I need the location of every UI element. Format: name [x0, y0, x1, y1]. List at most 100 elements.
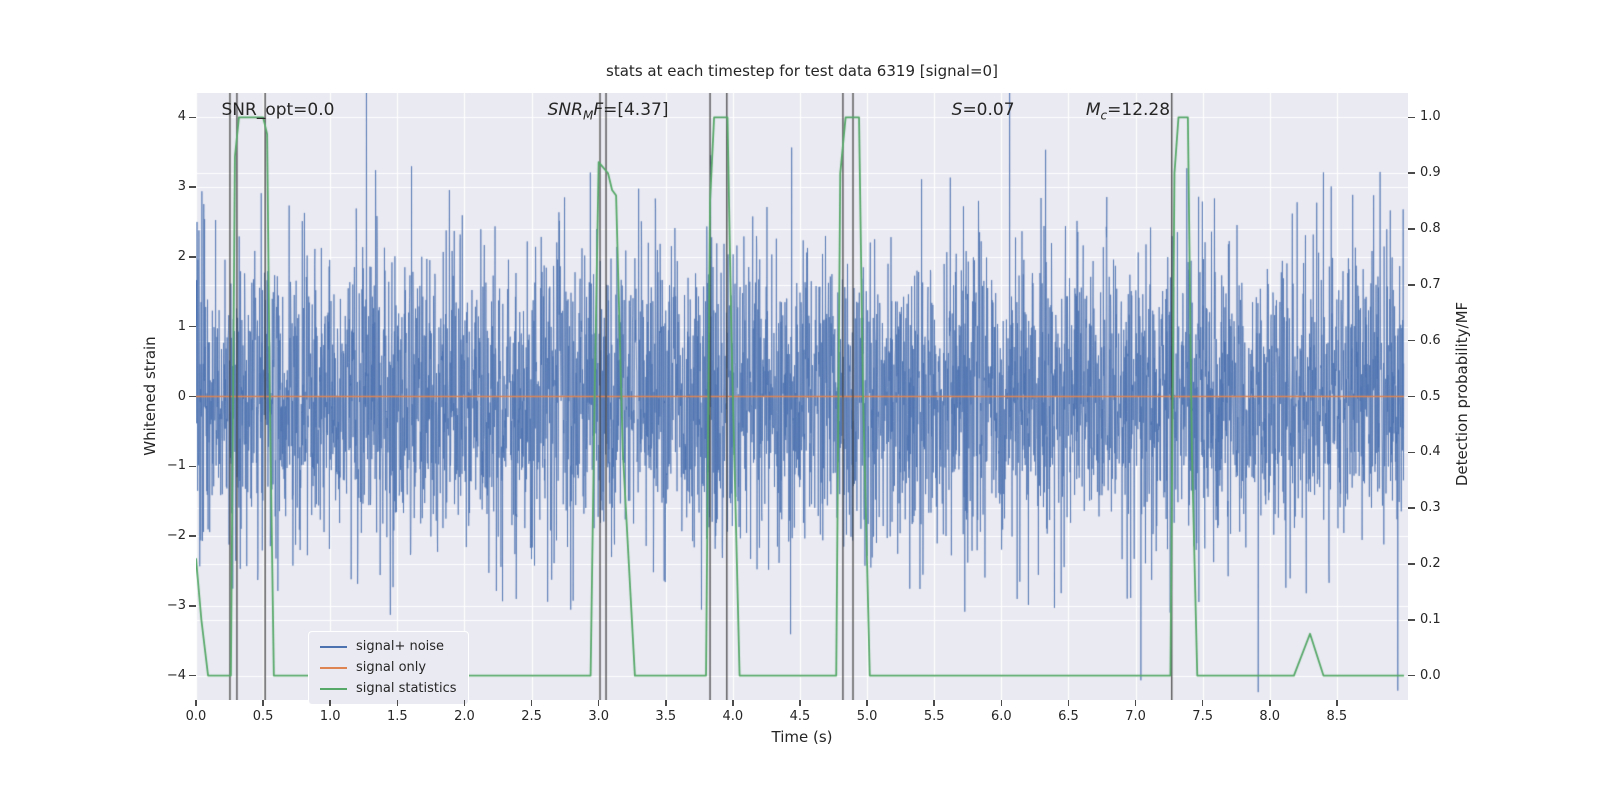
y-tick-label-left: 1	[177, 318, 186, 334]
annotation-segment: M	[1085, 100, 1101, 120]
legend-item-signal-statistics: signal statistics	[320, 681, 457, 697]
tick-mark	[1408, 507, 1415, 509]
x-tick-label: 5.5	[923, 709, 945, 724]
legend-item-signal-only: signal only	[320, 660, 457, 676]
y-tick-label-left: −1	[166, 458, 186, 474]
y-tick-label-left: −2	[166, 528, 186, 544]
tick-mark	[1408, 339, 1415, 342]
tick-mark	[1408, 228, 1415, 230]
x-axis-label: Time (s)	[771, 728, 833, 746]
x-tick-label: 6.5	[1058, 709, 1079, 724]
y-axis-label-right: Detection probability/MF	[1453, 301, 1471, 487]
x-tick-label: 3.5	[655, 709, 677, 724]
tick-mark	[189, 116, 196, 119]
tick-mark	[262, 700, 264, 706]
x-tick-label: 6.0	[990, 709, 1012, 724]
annotation: SNRMF=[4.37]	[548, 100, 669, 122]
y-tick-label-right: 0.8	[1420, 221, 1441, 237]
chart-title: stats at each timestep for test data 631…	[606, 62, 998, 80]
legend-label-signal-only: signal only	[356, 660, 427, 675]
plot-area	[196, 93, 1408, 700]
tick-mark	[1201, 700, 1204, 706]
legend-item-signal-plus-noise: signal+ noise	[320, 639, 457, 655]
tick-mark	[1408, 116, 1415, 119]
tick-mark	[189, 465, 196, 468]
y-tick-label-right: 0.3	[1420, 500, 1441, 516]
y-tick-label-right: 0.5	[1420, 388, 1441, 404]
tick-mark	[1408, 395, 1415, 398]
tick-mark	[1134, 700, 1137, 706]
tick-mark	[329, 700, 331, 706]
x-tick-label: 2.5	[521, 709, 542, 724]
x-tick-label: 5.0	[856, 709, 878, 724]
tick-mark	[189, 395, 196, 398]
tick-mark	[189, 256, 196, 258]
tick-mark	[1408, 674, 1415, 677]
x-tick-label: 8.0	[1259, 709, 1281, 724]
annotation-segment: =0.07	[962, 100, 1015, 120]
y-tick-label-left: 3	[177, 179, 186, 195]
tick-mark	[799, 700, 801, 706]
tick-mark	[732, 700, 734, 706]
tick-mark	[189, 535, 196, 537]
y-tick-label-right: 0.4	[1420, 444, 1441, 460]
tick-mark	[189, 605, 196, 607]
tick-mark	[1408, 619, 1415, 621]
tick-mark	[933, 700, 935, 706]
y-tick-label-left: −3	[166, 597, 186, 613]
annotation: SNR_opt=0.0	[222, 100, 335, 120]
x-tick-label: 1.5	[386, 709, 408, 724]
x-tick-label: 0.0	[185, 709, 207, 724]
y-tick-label-left: 4	[177, 109, 186, 125]
tick-mark	[1336, 700, 1338, 706]
tick-mark	[866, 700, 868, 706]
x-tick-label: 0.5	[252, 709, 274, 724]
y-tick-label-left: −4	[166, 667, 186, 683]
tick-mark	[189, 674, 196, 677]
tick-mark	[189, 325, 196, 328]
x-tick-label: 4.0	[722, 709, 744, 724]
annotation-segment: SNR	[547, 100, 583, 120]
tick-mark	[189, 186, 196, 188]
tick-mark	[1269, 700, 1271, 706]
y-tick-label-right: 0.2	[1420, 555, 1441, 571]
x-tick-label: 2.0	[454, 709, 475, 724]
x-tick-label: 7.5	[1192, 709, 1213, 724]
x-tick-label: 8.5	[1326, 709, 1348, 724]
tick-mark	[1408, 563, 1415, 565]
annotation-segment: F	[593, 100, 604, 120]
tick-mark	[1408, 451, 1415, 454]
y-tick-label-right: 0.9	[1420, 165, 1441, 181]
y-tick-label-right: 0.0	[1420, 667, 1441, 683]
y-tick-label-right: 0.1	[1420, 611, 1441, 627]
annotation: S=0.07	[952, 100, 1015, 120]
tick-mark	[396, 700, 399, 706]
y-tick-label-left: 0	[177, 388, 186, 404]
legend-line-signal-statistics	[320, 688, 347, 690]
annotation-segment: M	[582, 108, 594, 123]
tick-mark	[530, 700, 533, 706]
legend-line-signal-plus-noise	[320, 646, 347, 648]
annotation-segment: c	[1100, 108, 1108, 123]
annotation-segment: =12.28	[1107, 100, 1171, 120]
y-tick-label-right: 1.0	[1420, 109, 1441, 125]
legend-line-signal-only	[320, 667, 347, 669]
x-tick-label: 4.5	[789, 709, 811, 724]
annotation-segment: =[4.37]	[603, 100, 669, 120]
tick-mark	[1067, 700, 1070, 706]
legend: signal+ noise signal only signal statist…	[308, 631, 469, 705]
y-tick-label-right: 0.6	[1420, 332, 1441, 348]
tick-mark	[1000, 700, 1003, 706]
tick-mark	[1408, 172, 1415, 174]
annotation: Mc=12.28	[1086, 100, 1170, 122]
x-tick-label: 7.0	[1125, 709, 1146, 724]
legend-label-signal-statistics: signal statistics	[356, 681, 457, 696]
tick-mark	[195, 700, 197, 706]
tick-mark	[1408, 284, 1415, 286]
annotation-segment: SNR_opt=0.0	[221, 100, 335, 120]
tick-mark	[665, 700, 667, 706]
tick-mark	[597, 700, 600, 706]
legend-label-signal-plus-noise: signal+ noise	[356, 639, 445, 654]
x-tick-label: 3.0	[588, 709, 609, 724]
